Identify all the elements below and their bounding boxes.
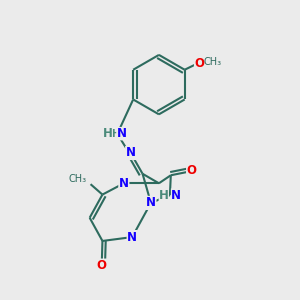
Text: O: O bbox=[187, 164, 196, 177]
Text: N: N bbox=[119, 177, 129, 190]
Text: H: H bbox=[111, 129, 119, 139]
Text: N: N bbox=[127, 231, 137, 244]
Text: N: N bbox=[171, 189, 181, 202]
Text: CH₃: CH₃ bbox=[69, 174, 87, 184]
Text: CH₃: CH₃ bbox=[203, 57, 221, 67]
Text: N: N bbox=[146, 196, 156, 209]
Text: H: H bbox=[159, 189, 169, 202]
Text: O: O bbox=[194, 57, 205, 70]
Text: N: N bbox=[126, 146, 136, 160]
Text: O: O bbox=[97, 259, 107, 272]
Text: H: H bbox=[103, 127, 112, 140]
Text: N: N bbox=[116, 127, 126, 140]
